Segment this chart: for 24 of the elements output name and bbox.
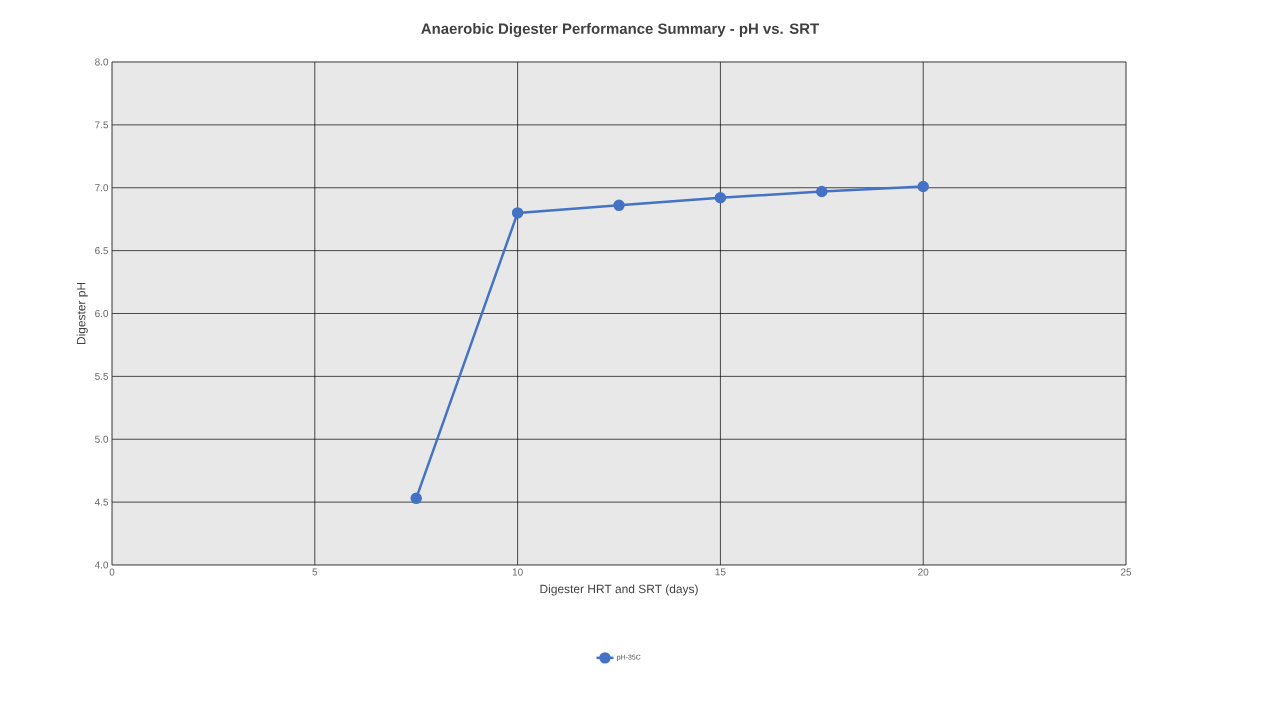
point — [816, 185, 828, 198]
y-axis-title: Digester pH — [76, 282, 88, 345]
chart-title: Anaerobic Digester Performance Summary - pH vs. SRT — [421, 22, 819, 37]
x-tick-label: 10 — [512, 568, 523, 576]
x-tick-label: 20 — [918, 568, 929, 576]
y-tick-label: 6.5 — [95, 247, 109, 255]
y-tick-label: 5.5 — [95, 372, 109, 380]
x-tick-label: 5 — [312, 568, 318, 576]
y-tick-label: 7.5 — [95, 121, 109, 129]
y-tick-label: 6.0 — [95, 309, 109, 318]
x-tick-label: 25 — [1120, 568, 1132, 576]
point — [917, 180, 929, 193]
y-tick-label: 8.0 — [95, 58, 109, 66]
y-tick-label: 7.0 — [95, 184, 109, 192]
point — [511, 207, 524, 219]
y-tick-label: 5.0 — [95, 435, 109, 443]
point — [410, 492, 422, 505]
y-tick-label: 4.5 — [94, 498, 109, 506]
y-tick-label: 4.0 — [94, 561, 109, 569]
point — [714, 192, 727, 204]
x-tick-label: 15 — [715, 568, 726, 576]
point — [613, 199, 625, 212]
x-axis-title: Digester HRT and SRT (days) — [540, 584, 698, 596]
x-tick-label: 0 — [109, 568, 115, 576]
